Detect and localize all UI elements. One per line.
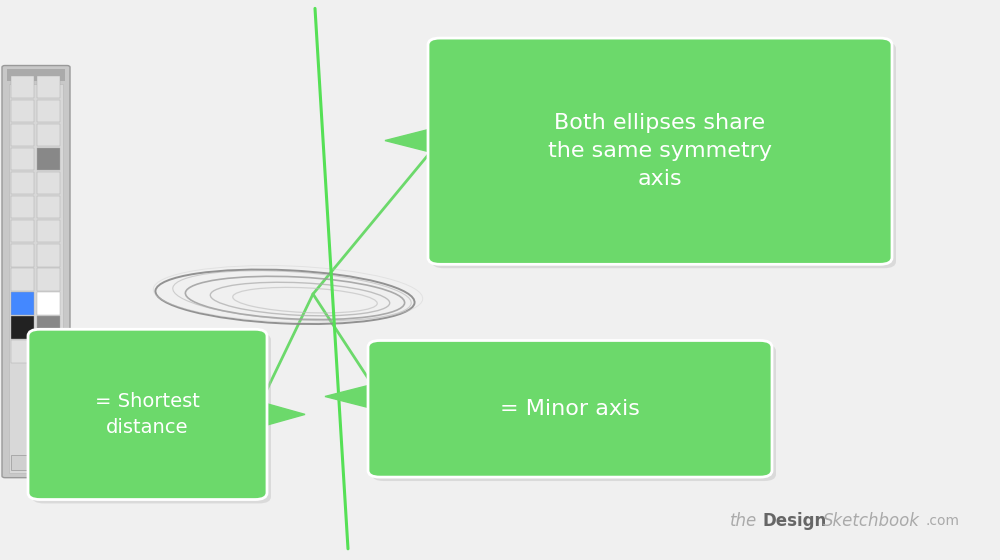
Bar [37,268,60,291]
Text: = Minor axis: = Minor axis [500,399,640,419]
Bar [9,84,63,473]
Text: .com: .com [926,514,960,528]
Bar [37,76,60,98]
FancyBboxPatch shape [28,329,267,500]
Bar [37,316,60,339]
Bar [37,220,60,242]
Bar [11,220,34,242]
FancyBboxPatch shape [432,42,896,268]
Bar [11,340,34,363]
Polygon shape [255,400,305,428]
Bar [37,244,60,267]
Bar [11,76,34,98]
Text: Sketchbook: Sketchbook [823,512,920,530]
Bar [11,196,34,218]
Bar [11,172,34,194]
FancyBboxPatch shape [368,340,772,477]
FancyBboxPatch shape [428,38,892,264]
Bar [37,340,60,363]
Bar [11,268,34,291]
Text: Design: Design [763,512,827,530]
Bar [37,292,60,315]
Bar [11,292,34,315]
FancyBboxPatch shape [32,333,271,503]
Polygon shape [325,382,380,410]
Bar [37,148,60,170]
Bar [11,148,34,170]
Bar [37,100,60,122]
Bar [11,124,34,146]
Bar [37,172,60,194]
Bar [11,100,34,122]
FancyBboxPatch shape [372,344,776,481]
Bar [37,196,60,218]
Text: the: the [730,512,757,530]
Text: = Shortest
distance: = Shortest distance [95,391,200,437]
Polygon shape [385,127,440,155]
Bar [11,244,34,267]
FancyBboxPatch shape [2,66,70,478]
Bar [7,69,65,81]
Bar [11,455,34,470]
Bar [37,124,60,146]
Bar [37,455,60,470]
Text: Both ellipses share
the same symmetry
axis: Both ellipses share the same symmetry ax… [548,113,772,189]
Bar [11,316,34,339]
